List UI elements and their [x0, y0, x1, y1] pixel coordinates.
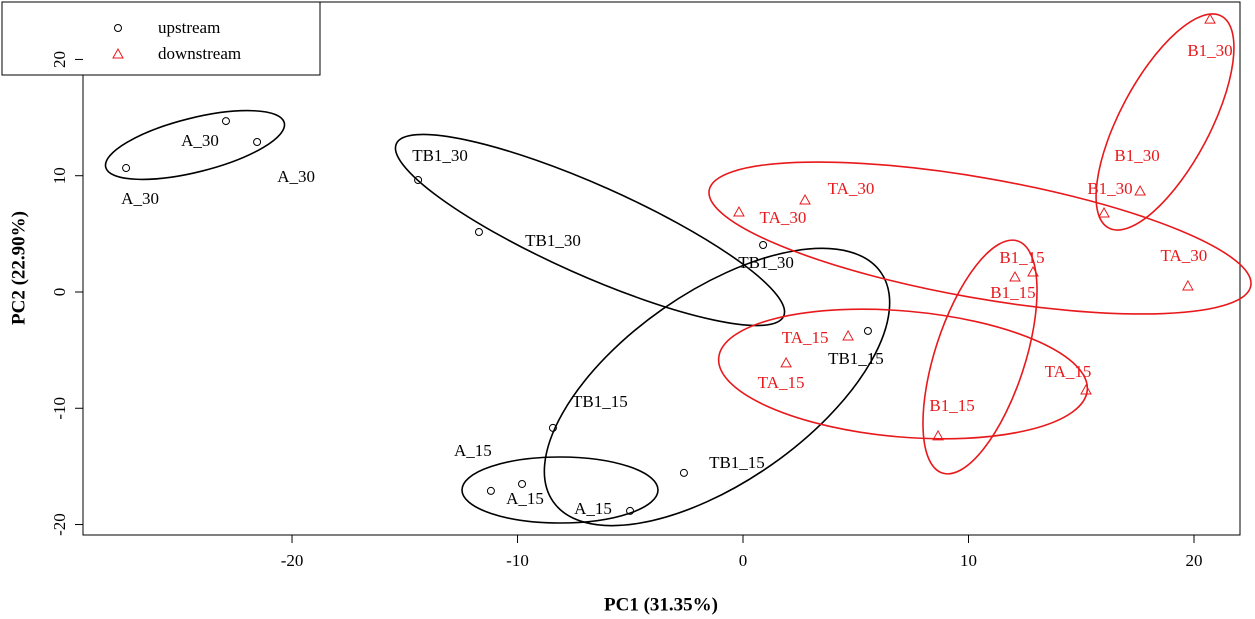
x-tick-label: -10 [506, 551, 529, 570]
point [122, 164, 131, 173]
point [679, 468, 688, 477]
point-label: TA_15 [782, 328, 829, 347]
point-label: B1_15 [999, 248, 1044, 267]
y-tick-label: 10 [50, 167, 69, 184]
point-label: TB1_30 [525, 231, 581, 250]
point [863, 326, 872, 335]
y-tick-label: 0 [50, 288, 69, 297]
ellipse [461, 456, 659, 524]
point-label: B1_15 [929, 396, 974, 415]
point [1009, 270, 1021, 282]
point [1204, 13, 1216, 24]
point-label: TB1_30 [738, 253, 794, 272]
ellipse [104, 109, 286, 181]
point [932, 429, 944, 441]
y-tick-label: -10 [50, 397, 69, 420]
x-tick-label: 10 [960, 551, 977, 570]
ellipse [394, 133, 786, 327]
point-label: A_30 [121, 189, 159, 208]
point-label: A_30 [181, 131, 219, 150]
y-tick-label: -20 [50, 513, 69, 536]
ellipse [543, 247, 891, 527]
point [1027, 265, 1039, 277]
point [486, 486, 495, 495]
ellipse [1095, 13, 1235, 231]
point-label: B1_30 [1087, 179, 1132, 198]
point-label: A_15 [506, 489, 544, 508]
point-label: A_30 [277, 167, 315, 186]
point [414, 176, 423, 185]
point [842, 329, 854, 341]
point [518, 479, 527, 488]
point [780, 356, 792, 368]
point [1182, 279, 1194, 291]
plot-frame [82, 1, 1241, 536]
point [759, 241, 768, 250]
x-tick-label: 20 [1185, 551, 1202, 570]
point-label: B1_15 [990, 283, 1035, 302]
point-label: A_15 [574, 499, 612, 518]
point-label: TB1_15 [709, 453, 765, 472]
point-label: B1_30 [1114, 146, 1159, 165]
point-label: TB1_30 [412, 146, 468, 165]
ellipse [717, 308, 1089, 440]
legend-label: upstream [158, 18, 220, 37]
y-axis-label: PC2 (22.90%) [8, 211, 29, 325]
point-label: TA_15 [1045, 362, 1092, 381]
y-tick-label: 20 [50, 51, 69, 68]
point [799, 193, 811, 205]
point [221, 117, 230, 126]
point-label: TA_30 [828, 179, 875, 198]
x-tick-label: 0 [739, 551, 748, 570]
point-label: B1_30 [1187, 41, 1232, 60]
point [474, 227, 483, 236]
legend-marker [114, 24, 122, 32]
x-axis-label: PC1 (31.35%) [604, 594, 718, 615]
point-label: TA_15 [758, 373, 805, 392]
legend-label: downstream [158, 44, 241, 63]
point [253, 137, 262, 146]
point-label: TA_30 [1161, 246, 1208, 265]
legend-marker [112, 47, 124, 59]
point-label: TA_30 [760, 208, 807, 227]
point-label: A_15 [454, 441, 492, 460]
legend-box [1, 1, 321, 76]
x-tick-label: -20 [281, 551, 304, 570]
ellipse [922, 239, 1038, 475]
ellipse [708, 161, 1252, 315]
ellipses [104, 13, 1252, 527]
point-label: TB1_15 [572, 392, 628, 411]
point [733, 205, 745, 217]
point [1080, 383, 1092, 395]
point-label: TB1_15 [828, 349, 884, 368]
point [1134, 185, 1146, 196]
point [626, 506, 635, 515]
point [1098, 207, 1110, 218]
point [548, 423, 557, 432]
